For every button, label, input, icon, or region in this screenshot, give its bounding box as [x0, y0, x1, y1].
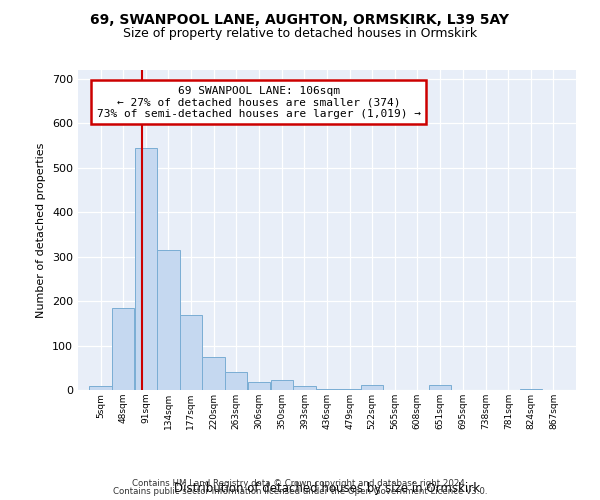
Bar [134, 148, 157, 390]
Text: Contains HM Land Registry data © Crown copyright and database right 2024.: Contains HM Land Registry data © Crown c… [132, 478, 468, 488]
Bar [157, 250, 179, 390]
X-axis label: Distribution of detached houses by size in Ormskirk: Distribution of detached houses by size … [174, 482, 480, 495]
Text: Contains public sector information licensed under the Open Government Licence v3: Contains public sector information licen… [113, 487, 487, 496]
Text: 69, SWANPOOL LANE, AUGHTON, ORMSKIRK, L39 5AY: 69, SWANPOOL LANE, AUGHTON, ORMSKIRK, L3… [91, 12, 509, 26]
Bar [89, 386, 112, 390]
Bar [180, 316, 202, 390]
Bar [293, 386, 316, 390]
Text: 69 SWANPOOL LANE: 106sqm
← 27% of detached houses are smaller (374)
73% of semi-: 69 SWANPOOL LANE: 106sqm ← 27% of detach… [97, 86, 421, 119]
Bar [520, 388, 542, 390]
Bar [271, 380, 293, 390]
Text: Size of property relative to detached houses in Ormskirk: Size of property relative to detached ho… [123, 28, 477, 40]
Bar [202, 356, 224, 390]
Bar [361, 384, 383, 390]
Bar [338, 388, 361, 390]
Bar [248, 382, 270, 390]
Bar [429, 385, 451, 390]
Y-axis label: Number of detached properties: Number of detached properties [37, 142, 46, 318]
Bar [225, 372, 247, 390]
Bar [316, 388, 338, 390]
Bar [112, 308, 134, 390]
